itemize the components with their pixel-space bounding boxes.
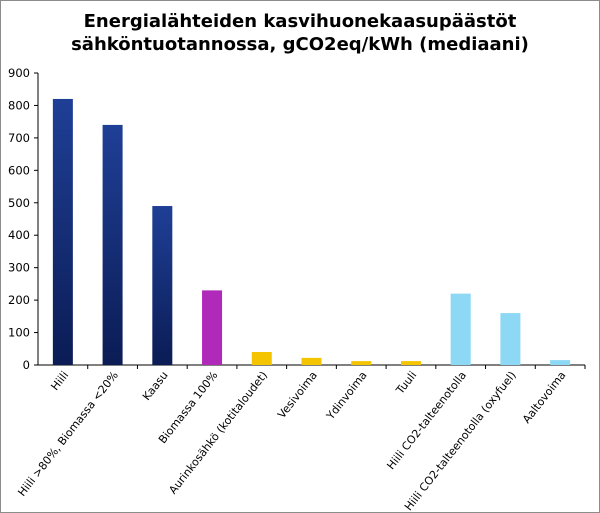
y-tick-labels: 0 100 200 300 400 500 600 700 800 900: [8, 66, 30, 372]
x-category-label: Vesivoima: [275, 369, 320, 421]
bar: [351, 361, 372, 365]
bar: [152, 206, 173, 365]
y-tick-label: 500: [8, 196, 30, 210]
bar: [52, 98, 73, 365]
chart-title: Energialähteiden kasvihuonekaasupäästöt …: [0, 10, 600, 56]
chart-title-line2: sähköntuotannossa, gCO2eq/kWh (mediaani): [71, 34, 529, 55]
bar: [400, 361, 421, 365]
y-tick-label: 300: [8, 261, 30, 275]
bar: [550, 360, 571, 365]
x-category-label: Aurinkosähkö (kotitaloudet): [166, 369, 270, 497]
bar: [450, 293, 471, 365]
y-tick-label: 600: [8, 163, 30, 177]
chart-bars: [52, 98, 571, 366]
bar: [500, 313, 521, 365]
x-category-label: Kaasu: [140, 369, 171, 403]
bar: [301, 357, 322, 365]
x-category-label: Aaltovoima: [520, 369, 568, 426]
y-tick-label: 200: [8, 293, 30, 307]
x-category-label: Hiili: [48, 369, 71, 393]
bar: [102, 124, 123, 366]
chart-title-line1: Energialähteiden kasvihuonekaasupäästöt: [83, 11, 517, 32]
y-tick-label: 0: [23, 358, 30, 372]
y-tick-label: 400: [8, 228, 30, 242]
x-category-label: Hiili >80%, Biomassa <20%: [15, 369, 121, 499]
x-category-label: Hiili CO2-talteenotolla (oxyfuel): [402, 369, 519, 513]
y-tick-label: 100: [8, 326, 30, 340]
bar: [202, 290, 223, 365]
y-tick-label: 700: [8, 131, 30, 145]
x-category-label: Ydinvoima: [323, 369, 369, 423]
x-category-label: Tuuli: [393, 369, 419, 398]
bar: [251, 352, 272, 365]
y-tick-label: 900: [8, 66, 30, 80]
y-tick-label: 800: [8, 98, 30, 112]
